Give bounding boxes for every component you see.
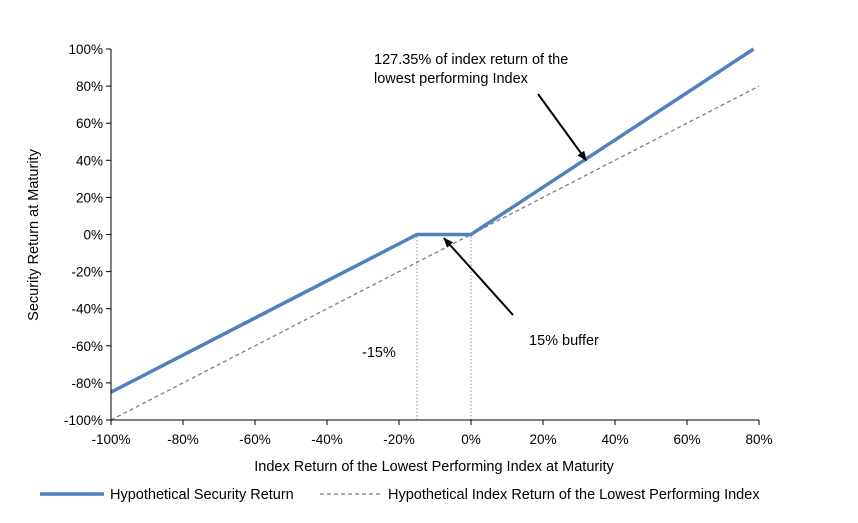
annotation-buffer-label: 15% buffer — [529, 333, 599, 349]
x-tick-label: 60% — [673, 432, 700, 447]
y-tick-label: -80% — [71, 376, 103, 391]
x-tick-label: 80% — [745, 432, 772, 447]
y-tick-label: -60% — [71, 339, 103, 354]
x-tick-label: 0% — [461, 432, 481, 447]
series-group — [110, 47, 760, 421]
y-tick-label: 20% — [76, 190, 103, 205]
legend: Hypothetical Security Return Hypothetica… — [40, 487, 760, 503]
y-tick-label: 0% — [83, 228, 103, 243]
y-tick-label: 80% — [76, 79, 103, 94]
y-tick-label: -100% — [64, 413, 103, 428]
x-tick-label: -60% — [239, 432, 271, 447]
legend-label-security-return: Hypothetical Security Return — [110, 487, 294, 503]
x-tick-label: -40% — [311, 432, 343, 447]
y-axis-ticks: 100% 80% 60% 40% 20% 0% -20% -40% -60% -80% -100% — [64, 42, 111, 428]
series-line-security-return — [110, 47, 755, 394]
plot-area — [110, 47, 760, 421]
annotation-buffer-arrow — [443, 237, 514, 316]
annotation-participation-arrow — [537, 93, 588, 162]
x-tick-label: 20% — [529, 432, 556, 447]
y-tick-label: 60% — [76, 116, 103, 131]
y-tick-label: 40% — [76, 153, 103, 168]
legend-label-index-return: Hypothetical Index Return of the Lowest … — [388, 487, 760, 503]
x-tick-label: -100% — [91, 432, 130, 447]
x-axis-ticks: -100% -80% -60% -40% -20% 0% 20% 40% 60% 80% — [91, 420, 773, 447]
annotations: 127.35% of index return of the lowest pe… — [362, 52, 599, 361]
annotation-participation-line-2: lowest performing Index — [374, 71, 529, 87]
x-axis-title: Index Return of the Lowest Performing In… — [254, 459, 614, 475]
x-tick-label: 40% — [601, 432, 628, 447]
x-tick-label: -20% — [383, 432, 415, 447]
x-tick-label: -80% — [167, 432, 199, 447]
series-line-index-return — [110, 85, 760, 421]
y-tick-label: 100% — [68, 42, 103, 57]
y-axis-title: Security Return at Maturity — [26, 148, 42, 320]
y-tick-label: -40% — [71, 302, 103, 317]
reference-lines — [416, 234, 472, 420]
annotation-participation-line-1: 127.35% of index return of the — [374, 52, 568, 68]
annotation-minus15-label: -15% — [362, 345, 396, 361]
y-tick-label: -20% — [71, 265, 103, 280]
